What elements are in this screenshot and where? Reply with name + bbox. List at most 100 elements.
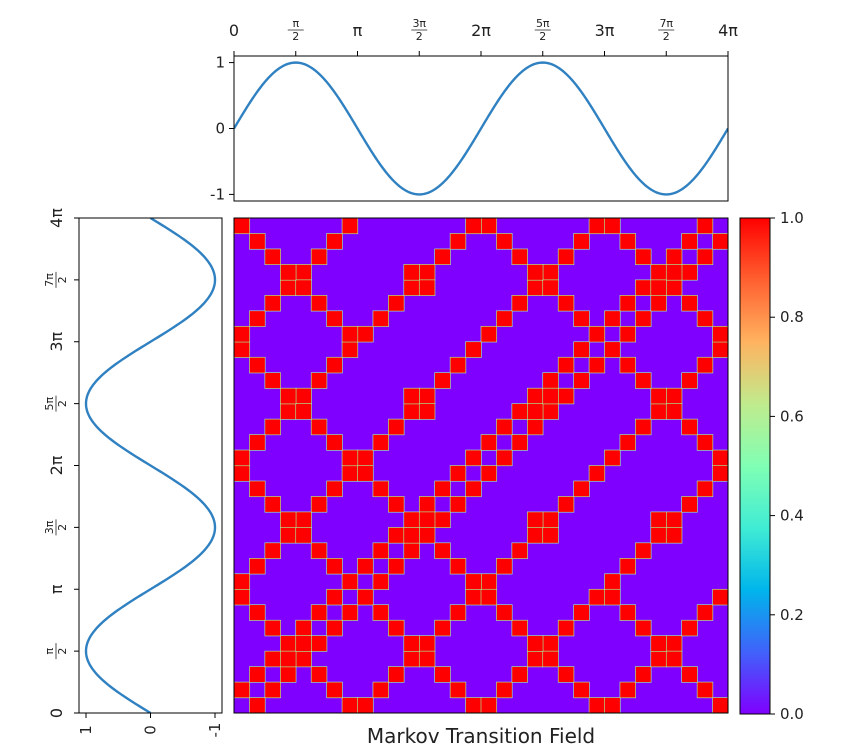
- mtf-cell: [280, 403, 297, 420]
- mtf-cell: [665, 511, 683, 528]
- mtf-cell: [434, 372, 451, 389]
- mtf-cell: [341, 449, 359, 467]
- mtf-cell: [557, 619, 575, 637]
- mtf-cell: [496, 310, 513, 327]
- mtf-cell: [372, 480, 389, 498]
- mtf-cell: [696, 480, 714, 498]
- mtf-cell: [280, 666, 297, 683]
- mtf-cell: [650, 295, 667, 312]
- mtf-cell: [449, 558, 467, 575]
- mtf-cell: [619, 434, 636, 451]
- mtf-cell: [249, 434, 266, 451]
- mtf-cell: [388, 418, 405, 436]
- top-x-tick-label-text: 4π: [718, 21, 738, 40]
- mtf-cell: [527, 511, 544, 528]
- mtf-cell: [295, 511, 312, 528]
- top-sine-panel: 0 π2 π 3π2 2π 5π2 3π 7π2 4π 10-1: [210, 17, 738, 203]
- mtf-cell: [403, 511, 420, 528]
- mtf-cell: [465, 480, 482, 498]
- mtf-cell: [233, 217, 251, 235]
- left-y-tick-label-denominator: 2: [56, 524, 69, 531]
- mtf-cell: [264, 650, 281, 668]
- mtf-cell: [418, 496, 436, 513]
- mtf-cell: [527, 403, 544, 420]
- mtf-cell: [403, 403, 420, 420]
- mtf-cell: [418, 279, 436, 296]
- mtf-cell: [588, 356, 606, 374]
- mtf-cell: [635, 372, 652, 389]
- mtf-cell: [665, 650, 683, 668]
- mtf-cell: [249, 558, 266, 575]
- top-x-tick-label: 2π: [471, 21, 491, 40]
- mtf-cell: [712, 588, 729, 606]
- mtf-cell: [249, 666, 266, 683]
- left-x-tick-label: 0: [142, 725, 160, 735]
- mtf-cell: [696, 217, 714, 235]
- mtf-cell: [619, 558, 636, 575]
- mtf-cell: [527, 635, 544, 652]
- mtf-cell: [403, 264, 420, 281]
- mtf-cell: [712, 449, 729, 467]
- mtf-cell: [588, 697, 606, 714]
- left-y-tick-label-numerator: 5π: [43, 396, 56, 410]
- mtf-cell: [280, 387, 297, 405]
- mtf-cell: [449, 496, 467, 513]
- mtf-cell: [418, 403, 436, 420]
- colorbar-tick-label: 0.8: [780, 308, 804, 326]
- mtf-cell: [480, 325, 498, 343]
- mtf-cell: [712, 325, 729, 343]
- mtf-cell: [280, 511, 297, 528]
- mtf-cell: [326, 233, 343, 250]
- mtf-cell: [542, 527, 559, 544]
- mtf-cell: [372, 434, 389, 451]
- mtf-cell: [341, 573, 359, 590]
- mtf-cell: [604, 449, 621, 467]
- mtf-cell: [434, 619, 451, 637]
- mtf-cell: [650, 264, 667, 281]
- mtf-cell: [341, 604, 359, 621]
- mtf-cell: [388, 619, 405, 637]
- mtf-cell: [341, 217, 359, 235]
- mtf-cell: [341, 325, 359, 343]
- mtf-cell: [372, 604, 389, 621]
- mtf-cell: [665, 387, 683, 405]
- mtf-cell: [588, 465, 606, 482]
- mtf-cell: [465, 588, 482, 606]
- mtf-cell: [372, 573, 389, 590]
- mtf-cell: [310, 496, 328, 513]
- colorbar-tick-label: 0.6: [780, 407, 804, 425]
- mtf-cell: [233, 341, 251, 358]
- mtf-cell: [310, 542, 328, 559]
- top-x-tick-label-text: π: [353, 21, 363, 40]
- mtf-cell: [434, 666, 451, 683]
- top-x-tick-label: π2: [287, 17, 304, 43]
- mtf-cell: [511, 295, 528, 312]
- mtf-cell: [233, 449, 251, 467]
- mtf-cell: [496, 233, 513, 250]
- mtf-cell: [233, 588, 251, 606]
- mtf-cell: [434, 542, 451, 559]
- left-y-tick-label-numerator: 7π: [43, 273, 56, 287]
- mtf-cell: [418, 264, 436, 281]
- left-x-tick-label: -1: [206, 723, 224, 738]
- top-x-tick-label-text: 3π: [595, 21, 615, 40]
- mtf-cell: [249, 356, 266, 374]
- mtf-cell: [326, 434, 343, 451]
- mtf-cell: [280, 527, 297, 544]
- mtf-cell: [588, 325, 606, 343]
- mtf-cell: [465, 573, 482, 590]
- mtf-cell: [542, 264, 559, 281]
- mtf-cell: [573, 604, 590, 621]
- mtf-cell: [712, 233, 729, 250]
- mtf-cell: [480, 573, 498, 590]
- colorbar-tick-label: 0.0: [780, 705, 804, 723]
- left-y-tick-label: 3π 2: [43, 519, 69, 536]
- mtf-cell: [388, 295, 405, 312]
- top-y-ticks: 1 0 -1: [210, 54, 234, 203]
- mtf-cell: [635, 418, 652, 436]
- mtf-cell: [372, 681, 389, 699]
- mtf-cell: [372, 542, 389, 559]
- mtf-cell: [449, 465, 467, 482]
